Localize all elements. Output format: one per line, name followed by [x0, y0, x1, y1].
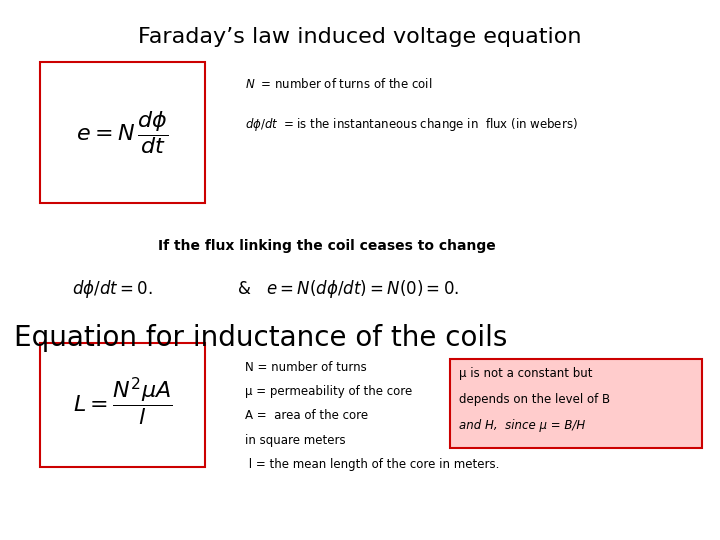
Text: l = the mean length of the core in meters.: l = the mean length of the core in meter…: [245, 458, 499, 471]
Text: $L = \dfrac{N^2\mu A}{l}$: $L = \dfrac{N^2\mu A}{l}$: [73, 376, 172, 428]
Text: $e = N\,\dfrac{d\phi}{dt}$: $e = N\,\dfrac{d\phi}{dt}$: [76, 109, 168, 156]
FancyBboxPatch shape: [40, 343, 205, 467]
FancyBboxPatch shape: [40, 62, 205, 202]
Text: A =  area of the core: A = area of the core: [245, 409, 368, 422]
Text: Equation for inductance of the coils: Equation for inductance of the coils: [14, 323, 508, 352]
Text: N = number of turns: N = number of turns: [245, 361, 366, 374]
Text: $e = N(d\phi/dt) = N(0) = 0.$: $e = N(d\phi/dt) = N(0) = 0.$: [266, 278, 459, 300]
Text: Faraday’s law induced voltage equation: Faraday’s law induced voltage equation: [138, 27, 582, 47]
Text: depends on the level of B: depends on the level of B: [459, 393, 611, 406]
FancyBboxPatch shape: [450, 359, 702, 448]
Text: and H,  since μ = B/H: and H, since μ = B/H: [459, 419, 585, 432]
Text: $N\;$ = number of turns of the coil: $N\;$ = number of turns of the coil: [245, 77, 432, 91]
Text: $d\phi/dt = 0.$: $d\phi/dt = 0.$: [72, 278, 153, 300]
Text: in square meters: in square meters: [245, 434, 346, 447]
Text: μ is not a constant but: μ is not a constant but: [459, 367, 593, 380]
Text: If the flux linking the coil ceases to change: If the flux linking the coil ceases to c…: [158, 239, 496, 253]
Text: &: &: [238, 280, 251, 298]
Text: μ = permeability of the core: μ = permeability of the core: [245, 385, 412, 398]
Text: $d\phi/dt\;$ = is the instantaneous change in  flux (in webers): $d\phi/dt\;$ = is the instantaneous chan…: [245, 116, 577, 133]
